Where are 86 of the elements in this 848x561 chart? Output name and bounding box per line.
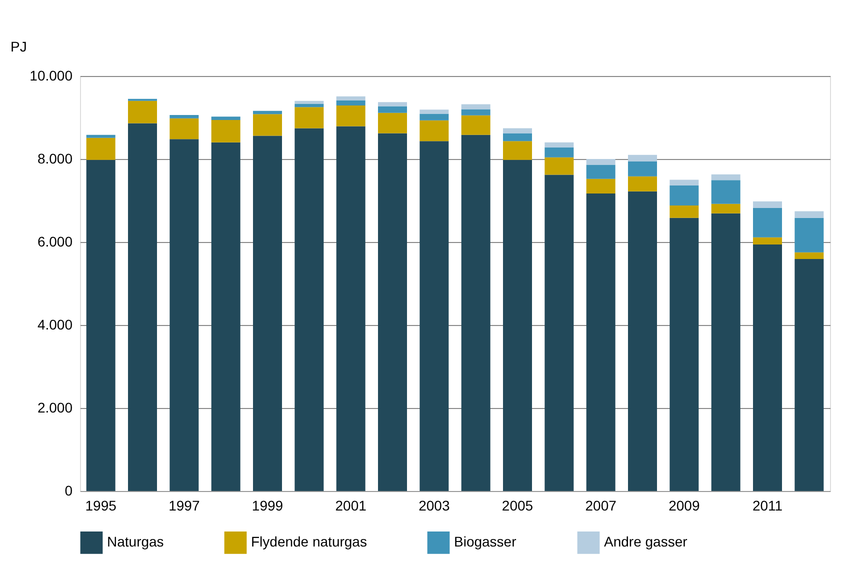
bar [336, 96, 366, 100]
bar [378, 133, 407, 491]
bar [86, 138, 116, 160]
bar [670, 205, 699, 218]
bar [670, 186, 699, 206]
bar [628, 161, 657, 176]
legend-label: Andre gasser [604, 534, 688, 550]
bar [170, 115, 199, 118]
bar [86, 134, 116, 138]
y-tick-label: 2.000 [37, 400, 73, 416]
bar [628, 176, 657, 192]
x-tick-label: 2007 [585, 498, 617, 514]
bar [170, 118, 199, 140]
x-tick-label: 2003 [418, 498, 450, 514]
bar [544, 174, 574, 491]
bar [586, 164, 616, 179]
legend-label: Flydende naturgas [251, 534, 367, 550]
bar [253, 136, 282, 491]
bar [378, 102, 407, 106]
bar [211, 116, 240, 120]
bar [128, 100, 157, 124]
bar [211, 120, 240, 142]
bar [586, 178, 616, 194]
x-tick-label: 1995 [85, 498, 117, 514]
y-tick-label: 0 [64, 482, 73, 498]
bar [794, 259, 824, 491]
bar [294, 107, 324, 128]
bar [420, 141, 449, 491]
y-tick-label: 8.000 [37, 150, 73, 166]
bar [294, 104, 324, 108]
bar [336, 126, 366, 491]
bar [503, 133, 532, 142]
x-tick-label: 1999 [252, 498, 284, 514]
bar [503, 141, 532, 160]
bar [544, 157, 574, 175]
bar [128, 123, 157, 491]
legend-label: Biogasser [454, 534, 517, 550]
bar [628, 154, 657, 162]
bar [753, 237, 782, 244]
bar [794, 218, 824, 252]
bar [336, 100, 366, 106]
bar [378, 112, 407, 134]
bar [711, 213, 740, 491]
bar [711, 204, 740, 214]
bar [794, 252, 824, 260]
y-tick-label: 10.000 [30, 68, 73, 84]
bar [420, 110, 449, 114]
bar [544, 147, 574, 158]
x-tick-label: 2001 [335, 498, 367, 514]
x-tick-label: 1997 [168, 498, 200, 514]
bar [336, 105, 366, 126]
bar [794, 211, 824, 218]
bar [461, 104, 490, 110]
bar [294, 100, 324, 104]
bar [753, 208, 782, 238]
bar [461, 134, 490, 491]
bar [420, 114, 449, 120]
y-tick-label: 4.000 [37, 316, 73, 332]
bar [294, 128, 324, 491]
bar [503, 160, 532, 491]
bar [586, 193, 616, 491]
bar [753, 201, 782, 208]
x-tick-label: 2011 [752, 498, 783, 514]
bar [211, 142, 240, 491]
bar [586, 159, 616, 165]
bar [86, 160, 116, 491]
bar [461, 109, 490, 116]
bar [378, 106, 407, 113]
x-tick-label: 2005 [502, 498, 534, 514]
bar [253, 110, 282, 114]
bar [711, 180, 740, 204]
bar [420, 120, 449, 142]
bar [753, 244, 782, 491]
bar [670, 218, 699, 491]
y-axis-title: PJ [10, 38, 27, 54]
y-tick-label: 6.000 [37, 234, 73, 250]
bar [503, 128, 532, 134]
bar [170, 139, 199, 491]
bar [670, 180, 699, 186]
bar [544, 142, 574, 148]
x-tick-label: 2009 [668, 498, 700, 514]
bar [628, 191, 657, 491]
bar [711, 174, 740, 180]
legend-label: Naturgas [107, 534, 164, 550]
bar [253, 114, 282, 136]
bar [461, 115, 490, 135]
